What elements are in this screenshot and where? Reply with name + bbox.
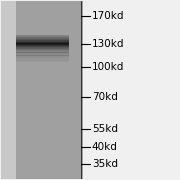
Bar — [15, 53, 69, 54]
Bar — [15, 51, 69, 52]
Bar — [15, 45, 69, 46]
Bar — [15, 60, 69, 61]
Bar — [15, 58, 69, 59]
Bar — [15, 55, 69, 56]
Text: 40kd: 40kd — [92, 142, 118, 152]
Bar — [15, 38, 69, 39]
Bar — [15, 52, 69, 53]
Bar — [15, 40, 69, 41]
Bar — [15, 37, 69, 38]
Bar — [15, 43, 69, 44]
Text: 130kd: 130kd — [92, 39, 124, 49]
Bar — [15, 46, 69, 47]
Bar — [15, 1, 83, 179]
Text: 35kd: 35kd — [92, 159, 118, 169]
Bar — [15, 42, 69, 43]
Bar — [15, 47, 69, 48]
Bar — [15, 56, 69, 57]
Text: 170kd: 170kd — [92, 11, 124, 21]
Bar — [15, 35, 69, 36]
Bar — [15, 59, 69, 60]
Text: 100kd: 100kd — [92, 62, 124, 72]
Bar — [15, 36, 69, 37]
Bar — [15, 49, 69, 50]
Bar — [15, 55, 69, 56]
Bar — [15, 39, 69, 40]
Text: 55kd: 55kd — [92, 124, 118, 134]
Bar — [1, 1, 81, 179]
Bar — [15, 48, 69, 49]
Bar — [15, 57, 69, 58]
Bar — [15, 60, 69, 61]
Bar — [15, 62, 69, 63]
Text: 70kd: 70kd — [92, 92, 118, 102]
Bar — [15, 44, 69, 45]
Bar — [15, 50, 69, 51]
Bar — [15, 41, 69, 42]
Bar — [15, 52, 69, 53]
Bar — [15, 61, 69, 62]
Bar — [15, 54, 69, 55]
